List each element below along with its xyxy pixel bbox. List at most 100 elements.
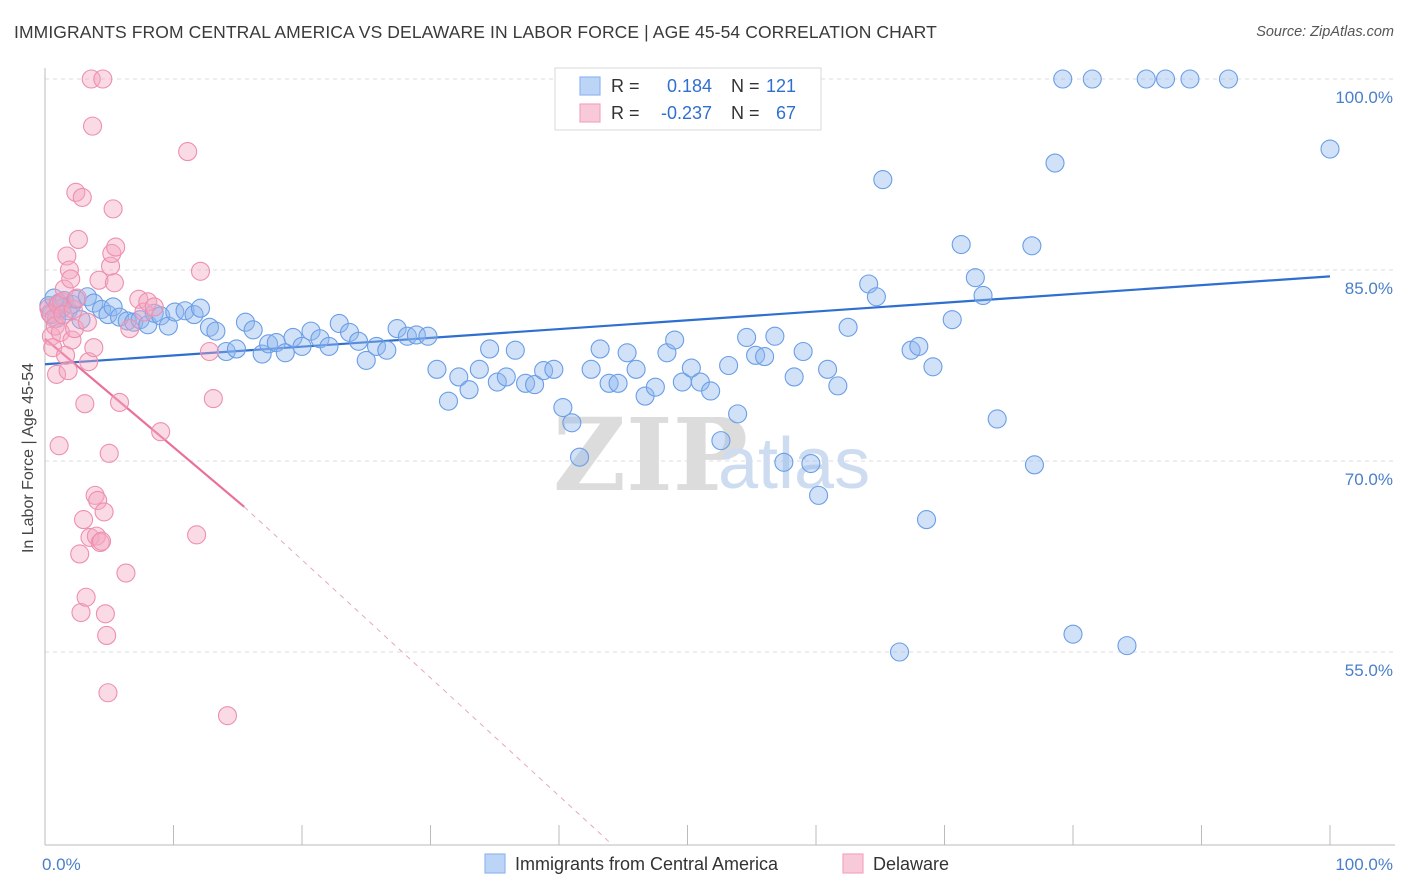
axes: [44, 68, 1395, 846]
legend-n-value: 121: [766, 76, 796, 96]
data-point-series-1: [292, 336, 312, 356]
data-point-series-1: [259, 334, 279, 354]
data-point-series-2: [190, 261, 211, 281]
data-point-series-2: [74, 510, 94, 530]
data-point-series-1: [1320, 139, 1340, 159]
data-point-series-1: [319, 336, 339, 356]
data-point-series-2: [203, 389, 223, 409]
data-point-series-1: [793, 341, 813, 362]
data-point-series-1: [562, 413, 582, 433]
source-label: Source: ZipAtlas.com: [1256, 24, 1394, 40]
y-tick-label: 55.0%: [1345, 661, 1393, 680]
data-point-series-2: [138, 292, 158, 312]
data-point-series-1: [737, 327, 757, 348]
data-point-series-1: [1136, 69, 1156, 89]
data-point-series-1: [553, 397, 573, 418]
data-point-series-1: [377, 340, 397, 360]
bottom-legend: Immigrants from Central America Delaware: [484, 853, 949, 874]
legend-box: R = 0.184 N = 121 R = -0.237 N = 67: [554, 67, 822, 131]
x-tick-label-start: 0.0%: [42, 855, 81, 874]
y-tick-label: 85.0%: [1345, 279, 1393, 298]
data-points: [39, 69, 1340, 726]
y-axis-label: In Labor Force | Age 45-54: [20, 363, 37, 553]
legend-r-label: R =: [611, 103, 640, 123]
data-point-series-1: [942, 310, 962, 330]
data-point-series-2: [151, 422, 171, 442]
data-point-series-2: [70, 544, 90, 564]
data-point-series-1: [765, 326, 785, 346]
data-point-series-1: [665, 330, 685, 350]
data-point-series-1: [206, 321, 226, 341]
legend-r-value: -0.237: [661, 103, 712, 123]
legend-r-label: R =: [611, 76, 640, 96]
data-point-series-1: [923, 357, 943, 377]
data-point-series-1: [235, 312, 256, 332]
data-point-series-1: [728, 404, 748, 424]
y-tick-label: 100.0%: [1335, 88, 1393, 107]
data-point-series-1: [91, 299, 112, 320]
data-point-series-2: [75, 394, 95, 414]
data-point-series-1: [438, 391, 459, 411]
data-point-series-1: [909, 336, 929, 356]
data-point-series-2: [84, 338, 104, 358]
data-point-series-2: [120, 319, 140, 339]
data-point-series-2: [45, 316, 65, 336]
data-point-series-1: [1082, 69, 1102, 89]
trend-line-2: [44, 337, 245, 508]
bottom-legend-swatch: [842, 853, 864, 874]
legend-n-label: N =: [731, 76, 760, 96]
data-point-series-2: [199, 341, 220, 362]
tick-labels: 100.0% 85.0% 70.0% 55.0% 0.0% 100.0%: [42, 88, 1393, 874]
data-point-series-1: [449, 367, 469, 387]
data-point-series-1: [818, 359, 838, 379]
data-point-series-2: [49, 436, 69, 456]
data-point-series-2: [66, 182, 86, 202]
y-tick-label: 70.0%: [1345, 470, 1393, 489]
data-point-series-2: [217, 706, 238, 726]
data-point-series-1: [1024, 455, 1044, 475]
data-point-series-2: [81, 69, 101, 89]
x-tick-label-end: 100.0%: [1335, 855, 1393, 874]
legend-swatch: [579, 76, 601, 96]
data-point-series-2: [134, 302, 154, 322]
data-point-series-1: [608, 373, 628, 393]
data-point-series-1: [681, 358, 701, 378]
data-point-series-2: [187, 525, 207, 545]
data-point-series-1: [866, 287, 886, 307]
legend-n-label: N =: [731, 103, 760, 123]
data-point-series-1: [809, 485, 829, 505]
data-point-series-1: [190, 298, 211, 318]
data-point-series-2: [77, 312, 97, 332]
data-point-series-1: [1053, 69, 1073, 89]
data-point-series-1: [645, 377, 665, 397]
bottom-legend-label: Immigrants from Central America: [515, 854, 779, 874]
data-point-series-1: [427, 359, 447, 379]
data-point-series-1: [348, 331, 369, 351]
data-point-series-2: [99, 443, 119, 463]
data-point-series-2: [80, 527, 100, 547]
data-point-series-2: [71, 602, 91, 623]
data-point-series-2: [85, 485, 105, 505]
data-point-series-2: [63, 299, 83, 320]
data-point-series-1: [275, 343, 295, 363]
data-point-series-1: [165, 302, 185, 322]
data-point-series-1: [103, 297, 123, 317]
trend-extension: [243, 506, 611, 844]
data-point-series-1: [784, 367, 804, 387]
data-point-series-1: [1180, 69, 1200, 89]
data-point-series-2: [98, 683, 118, 703]
data-point-series-1: [965, 268, 985, 288]
watermark-zip: ZIP: [553, 396, 748, 514]
data-point-series-1: [356, 350, 376, 370]
data-point-series-2: [82, 116, 103, 136]
data-point-series-1: [1117, 636, 1137, 656]
data-point-series-2: [109, 392, 130, 412]
data-point-series-2: [47, 364, 67, 384]
data-point-series-2: [72, 187, 92, 207]
data-point-series-1: [459, 380, 479, 400]
data-point-series-1: [544, 359, 564, 379]
data-point-series-2: [93, 69, 113, 89]
data-point-series-1: [418, 326, 438, 346]
data-point-series-1: [1022, 236, 1042, 256]
